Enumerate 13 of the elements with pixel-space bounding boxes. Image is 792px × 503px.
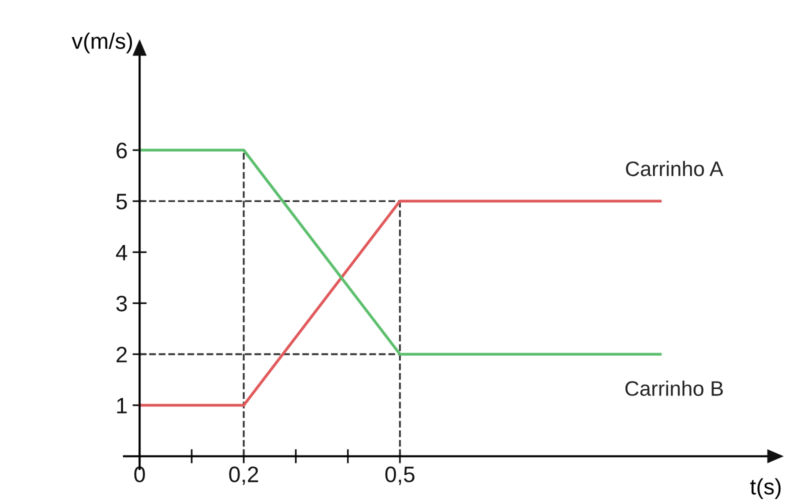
series-label: Carrinho B: [625, 380, 723, 396]
y-axis-title: v(m/s): [72, 32, 132, 54]
y-tick-label: 5: [116, 194, 127, 210]
y-tick-label: 2: [116, 346, 127, 362]
y-tick-label: 6: [116, 142, 127, 158]
x-axis-title: t(s): [750, 478, 781, 499]
y-tick-label: 4: [116, 244, 128, 260]
y-tick-label: 3: [116, 296, 127, 312]
y-tick-label: 1: [117, 398, 127, 414]
x-tick-label: 0,2: [229, 466, 258, 485]
series-label: Carrinho A: [626, 160, 724, 176]
x-tick-label: 0,5: [385, 466, 414, 485]
x-tick-label: 0: [134, 466, 145, 482]
